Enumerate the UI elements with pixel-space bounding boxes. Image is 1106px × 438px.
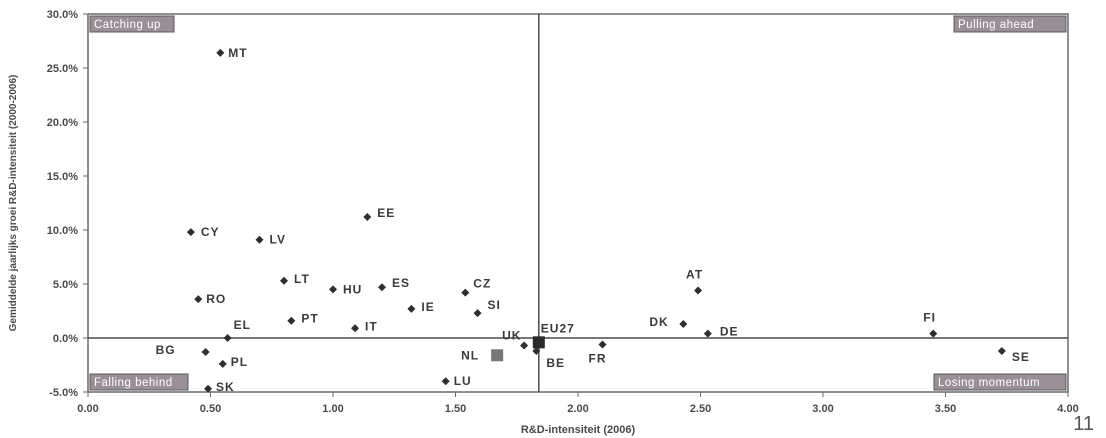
point-label-lt: LT xyxy=(294,272,310,286)
y-tick-label: 0.0% xyxy=(53,333,78,345)
point-label-at: AT xyxy=(686,267,703,281)
point-fi xyxy=(929,329,938,338)
point-label-nl: NL xyxy=(461,348,479,362)
x-tick-label: 4.00 xyxy=(1057,403,1078,415)
point-ee xyxy=(363,213,372,222)
point-lu xyxy=(441,377,450,386)
quadrant-label-pulling-ahead: Pulling ahead xyxy=(958,19,1034,31)
point-label-ie: IE xyxy=(421,300,434,314)
quadrant-label-losing-momentum-box xyxy=(933,373,1067,391)
point-lv xyxy=(255,235,264,244)
point-cz xyxy=(461,288,470,297)
point-label-el: EL xyxy=(234,318,251,332)
x-tick-label: 0.00 xyxy=(77,403,98,415)
y-tick-label: 10.0% xyxy=(47,225,78,237)
point-label-fr: FR xyxy=(589,351,607,365)
point-label-bg: BG xyxy=(156,343,176,357)
point-bg xyxy=(201,348,210,357)
point-uk xyxy=(520,341,529,350)
y-axis-ticks: -5.0% 0.0% 5.0% 10.0% 15.0% 20.0% 25.0% 30.0% xyxy=(47,9,88,399)
x-tick-label: 2.00 xyxy=(567,403,588,415)
point-label-be: BE xyxy=(546,356,565,370)
point-es xyxy=(378,283,386,292)
y-tick-label: 15.0% xyxy=(47,171,78,183)
point-el xyxy=(223,334,232,342)
point-label-uk: UK xyxy=(502,329,521,343)
quadrant-labels: Catching up Pulling ahead Falling behind Lo… xyxy=(89,15,1067,391)
point-sk xyxy=(204,384,213,393)
point-label-dk: DK xyxy=(649,315,668,329)
point-label-mt: MT xyxy=(228,46,247,60)
x-tick-label: 2.50 xyxy=(690,403,711,415)
point-label-pt: PT xyxy=(301,312,318,326)
quadrant-label-catching-up: Catching up xyxy=(94,19,161,31)
point-eu27 xyxy=(532,336,545,349)
y-tick-label: 20.0% xyxy=(47,117,78,129)
quadrant-label-pulling-ahead-box xyxy=(953,15,1067,33)
x-tick-label: 0.50 xyxy=(200,403,221,415)
point-fr xyxy=(598,340,607,349)
x-axis-title: R&D-intensiteit (2006) xyxy=(521,424,636,436)
y-tick-label: -5.0% xyxy=(49,387,78,399)
point-si xyxy=(473,309,482,318)
point-pl xyxy=(218,359,227,368)
point-hu xyxy=(329,285,337,294)
plot-area xyxy=(87,13,1069,393)
reference-lines xyxy=(88,14,1068,392)
y-axis-title: Gemiddelde jaarlijks groei R&D-intensite… xyxy=(8,75,19,332)
x-tick-label: 1.50 xyxy=(445,403,466,415)
point-label-it: IT xyxy=(365,319,378,333)
point-label-sk: SK xyxy=(216,380,235,394)
point-label-eu27: EU27 xyxy=(541,321,575,335)
point-label-se: SE xyxy=(1012,350,1030,364)
quadrant-label-losing-momentum: Losing momentum xyxy=(938,377,1040,389)
point-label-ro: RO xyxy=(206,292,226,306)
y-tick-label: 30.0% xyxy=(47,9,78,21)
quadrant-label-catching-up-box xyxy=(89,15,175,33)
point-label-es: ES xyxy=(392,276,410,290)
point-ie xyxy=(407,304,416,313)
point-it xyxy=(351,324,360,333)
x-tick-label: 3.50 xyxy=(935,403,956,415)
point-at xyxy=(694,286,703,295)
point-de xyxy=(703,329,712,338)
point-label-fi: FI xyxy=(923,311,936,325)
point-label-de: DE xyxy=(720,325,739,339)
point-ro xyxy=(194,295,203,304)
point-label-cz: CZ xyxy=(473,277,491,291)
point-label-ee: EE xyxy=(377,206,395,220)
y-tick-label: 25.0% xyxy=(47,63,78,75)
quadrant-label-falling-behind-box xyxy=(89,373,189,391)
point-label-si: SI xyxy=(488,298,501,312)
point-se xyxy=(997,346,1006,355)
point-label-cy: CY xyxy=(201,225,220,239)
quadrant-label-falling-behind: Falling behind xyxy=(94,377,173,389)
page-number: 11 xyxy=(1073,413,1094,435)
x-tick-label: 3.00 xyxy=(812,403,833,415)
x-axis-ticks: 0.00 0.50 1.00 1.50 2.00 2.50 3.00 3.50 4.00 xyxy=(77,392,1079,415)
point-label-hu: HU xyxy=(343,282,362,296)
x-tick-label: 1.00 xyxy=(322,403,343,415)
point-label-lv: LV xyxy=(270,233,286,247)
point-dk xyxy=(679,319,688,328)
point-pt xyxy=(287,316,296,325)
y-tick-label: 5.0% xyxy=(53,279,78,291)
point-lt xyxy=(280,276,288,285)
point-label-lu: LU xyxy=(454,374,472,388)
point-cy xyxy=(186,228,195,237)
point-mt xyxy=(216,48,225,57)
point-label-pl: PL xyxy=(231,355,248,369)
point-nl xyxy=(491,349,504,362)
point-be xyxy=(532,346,541,355)
data-points: MT EE CY LV LT HU ES CZ AT RO IE SI PT IT DK DE FI EL UK EU… xyxy=(156,46,1030,394)
